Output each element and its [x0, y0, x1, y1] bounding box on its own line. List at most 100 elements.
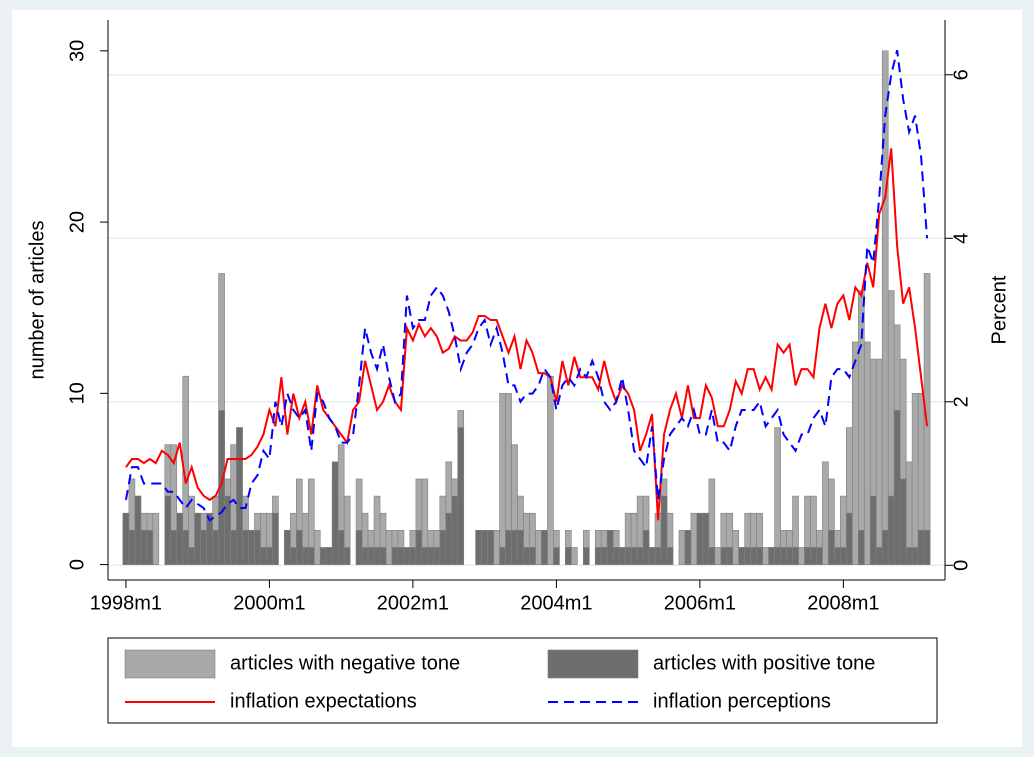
bar [792, 547, 799, 565]
bar [331, 461, 339, 565]
bar [379, 547, 387, 565]
bar [840, 547, 847, 565]
bar [923, 530, 931, 565]
bar [457, 427, 465, 565]
y2-tick-label: 2 [950, 396, 972, 407]
bar [355, 530, 363, 565]
bar [200, 530, 207, 565]
bar [176, 512, 184, 565]
bar [852, 341, 859, 565]
y-tick-label: 0 [66, 559, 88, 570]
bar [421, 547, 429, 565]
bar [565, 547, 572, 565]
bar [224, 495, 231, 565]
bar [325, 547, 333, 565]
bar [768, 547, 775, 565]
bar [804, 547, 811, 565]
bar [493, 530, 500, 565]
bar [194, 512, 201, 565]
bar [582, 547, 590, 565]
y-tick-label: 20 [66, 211, 88, 233]
bar [553, 547, 560, 565]
bar [738, 547, 746, 565]
bar [744, 547, 751, 565]
bar [475, 530, 482, 565]
y-tick-label: 10 [66, 382, 88, 404]
bar [367, 547, 375, 565]
bar [678, 530, 686, 565]
bar [403, 547, 411, 565]
legend-label: articles with positive tone [653, 652, 875, 674]
bar [313, 530, 321, 565]
bar [391, 547, 399, 565]
x-tick-label: 1998m1 [90, 592, 162, 614]
bar [343, 547, 351, 565]
bar [487, 530, 494, 565]
bar [846, 512, 853, 565]
bar [529, 547, 536, 565]
bar [822, 461, 829, 565]
y-axis-title: number of articles [26, 221, 48, 380]
legend-label: inflation perceptions [653, 690, 831, 712]
bar [547, 375, 554, 565]
x-tick-label: 2008m1 [807, 592, 879, 614]
bar [146, 530, 154, 565]
bar [517, 530, 524, 565]
bar [242, 530, 249, 565]
legend-swatch [547, 649, 639, 679]
bar [302, 547, 309, 565]
bar [164, 495, 172, 565]
plot-area [108, 20, 945, 580]
bar [654, 547, 662, 565]
bar [373, 547, 381, 565]
bar [875, 547, 883, 565]
bar [630, 547, 638, 565]
legend-label: inflation expectations [230, 690, 417, 712]
bar [774, 427, 781, 565]
bar [642, 530, 650, 565]
y2-axis-title: Percent [988, 275, 1010, 344]
bar [780, 547, 787, 565]
legend-box [107, 637, 938, 724]
bar [863, 341, 871, 565]
bar [451, 495, 459, 565]
bar [708, 547, 716, 565]
y-tick-label: 30 [66, 40, 88, 62]
bar [481, 530, 488, 565]
bar [439, 530, 447, 565]
bar [720, 547, 728, 565]
line [125, 148, 929, 521]
legend-swatch [124, 649, 216, 679]
bar [636, 547, 644, 565]
bar [750, 547, 757, 565]
bar [762, 547, 769, 565]
bar [786, 547, 793, 565]
bar [726, 547, 734, 565]
bar [606, 530, 614, 565]
bar [337, 530, 345, 565]
bar [319, 547, 327, 565]
bar [152, 512, 160, 565]
bar [612, 547, 620, 565]
bar [188, 547, 195, 565]
bar [696, 512, 704, 565]
bar [248, 530, 255, 565]
bar [648, 547, 656, 565]
bar [182, 530, 190, 565]
y2-tick-label: 6 [950, 69, 972, 80]
bar [660, 495, 668, 565]
bar [774, 547, 781, 565]
bar [618, 547, 626, 565]
bar [409, 547, 417, 565]
bar [541, 530, 548, 565]
bar [732, 530, 740, 565]
bar [756, 547, 763, 565]
bar [869, 495, 877, 565]
bar [535, 530, 542, 565]
y2-tick-label: 0 [950, 560, 972, 571]
bar [236, 427, 243, 565]
bar [594, 547, 602, 565]
bar [571, 547, 578, 565]
bar [427, 547, 435, 565]
